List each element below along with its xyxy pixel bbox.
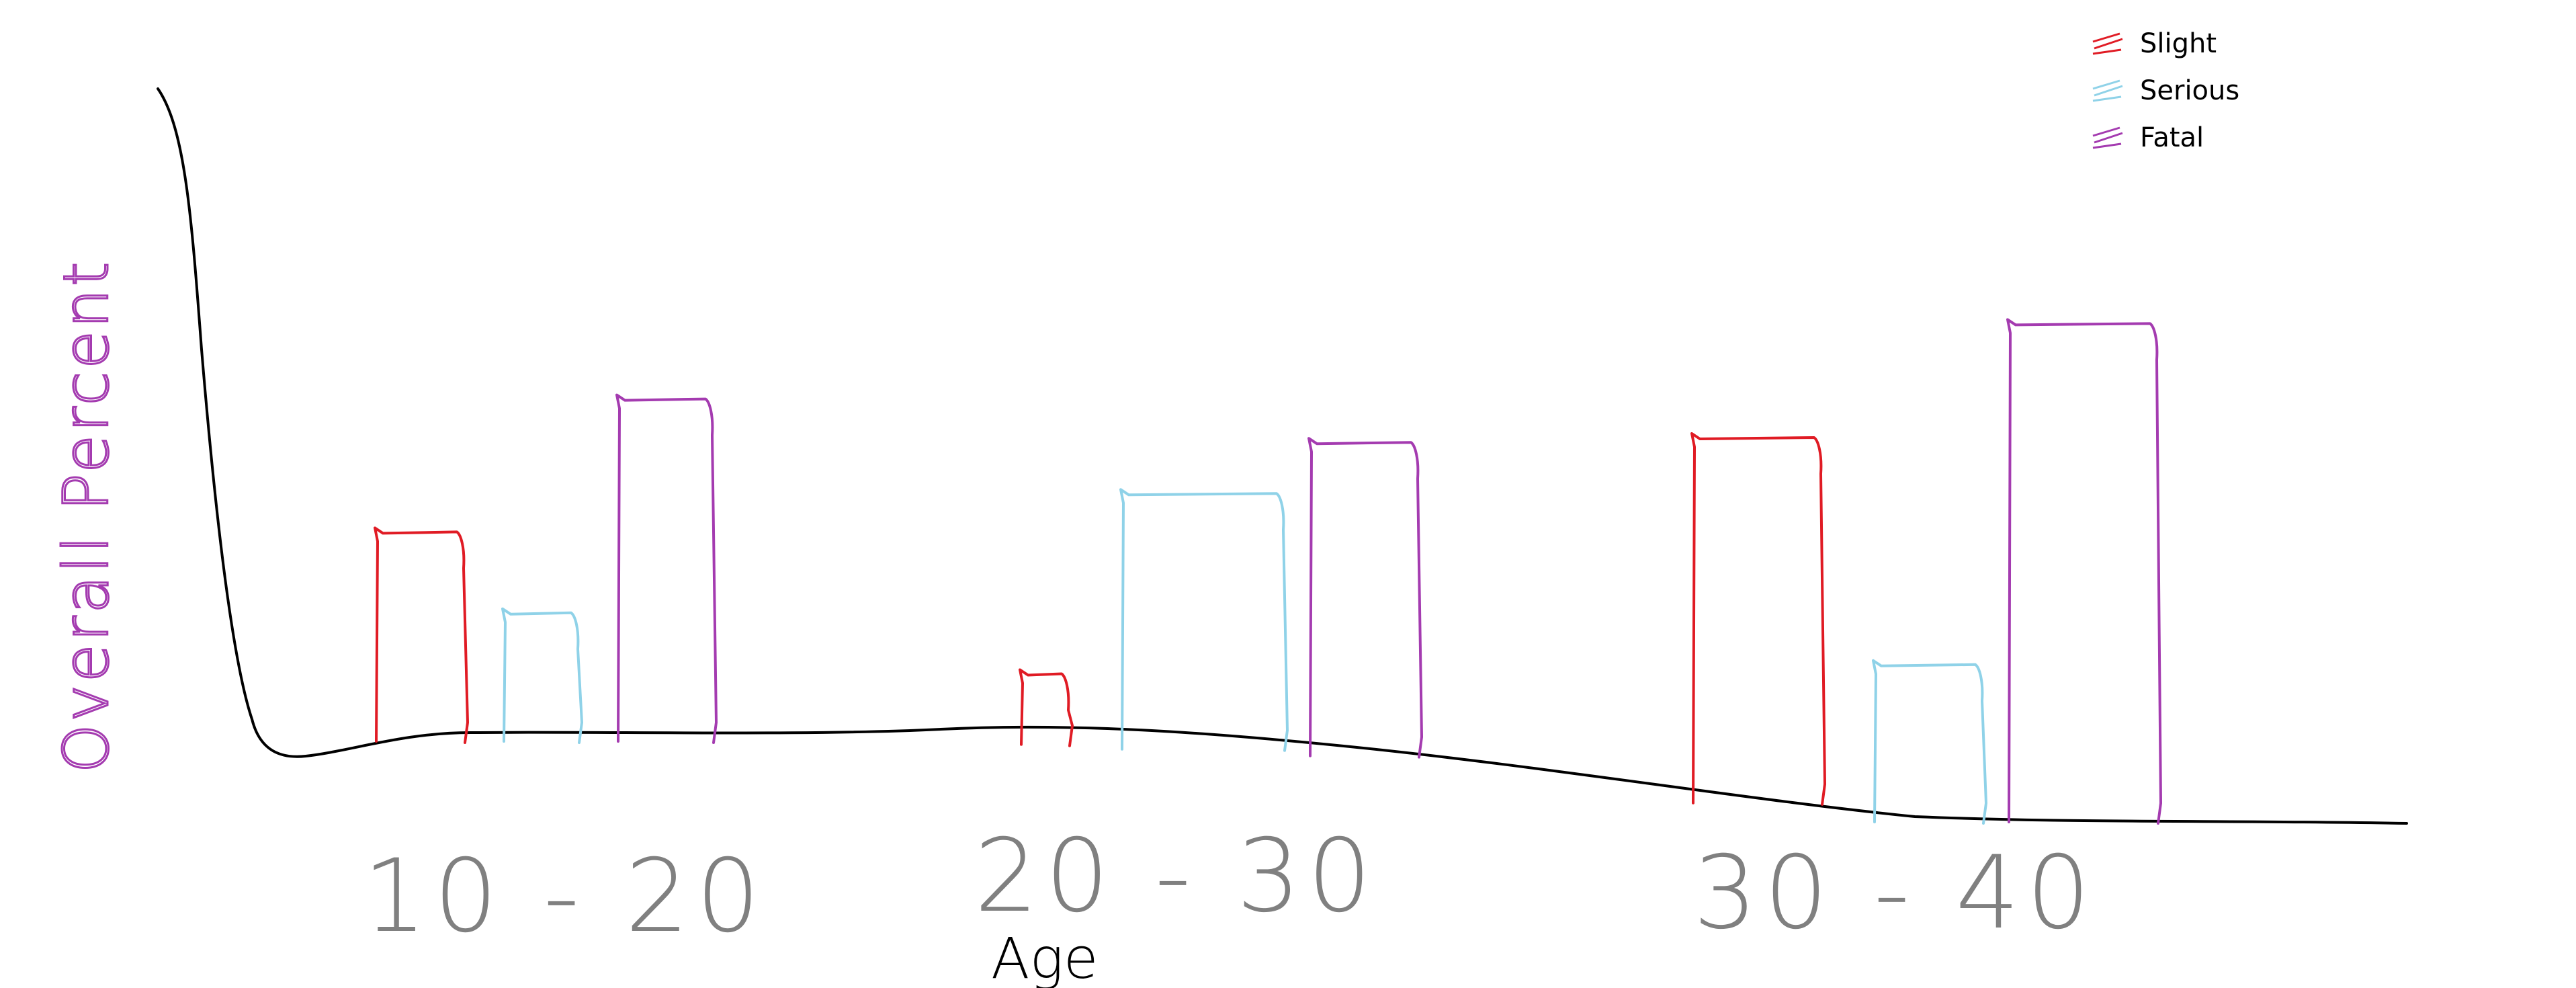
legend-label-serious: Serious — [2140, 75, 2239, 106]
bar-serious-30-40 — [1872, 659, 1987, 825]
legend-swatch-serious — [2092, 79, 2123, 102]
legend-label-slight: Slight — [2140, 28, 2217, 59]
bar-serious-10-20 — [501, 607, 583, 744]
y-axis-label: Overall Percent — [50, 259, 122, 773]
legend-swatch-fatal — [2092, 126, 2123, 149]
tick-label-30-40: 30 - 40 — [1693, 835, 2097, 952]
bar-slight-20-30 — [1019, 668, 1074, 747]
tick-labels-group: 10 - 20 20 - 30 30 - 40 — [363, 818, 2097, 955]
bar-slight-10-20 — [374, 526, 469, 744]
bar-slight-30-40 — [1690, 432, 1826, 806]
legend-label-fatal: Fatal — [2140, 122, 2204, 153]
legend-swatch-slight — [2092, 32, 2123, 55]
x-axis-label: Age — [991, 925, 1099, 988]
tick-label-20-30: 20 - 30 — [974, 818, 1378, 935]
bar-fatal-20-30 — [1307, 437, 1423, 759]
bar-fatal-30-40 — [2006, 318, 2162, 825]
legend: Slight Serious Fatal — [2092, 28, 2239, 153]
tick-label-10-20: 10 - 20 — [363, 838, 767, 955]
bar-fatal-10-20 — [615, 393, 718, 744]
y-axis-line — [157, 87, 2408, 825]
bars-group — [374, 318, 2162, 825]
bar-serious-20-30 — [1119, 488, 1289, 752]
